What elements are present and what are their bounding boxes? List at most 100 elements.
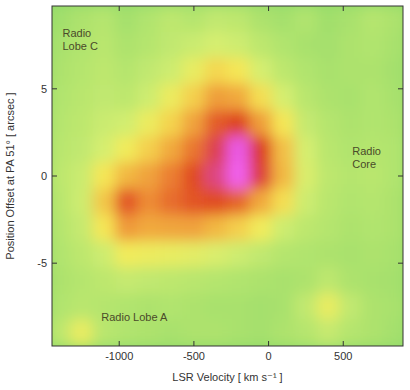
heat-cell [317,32,340,59]
heat-cell [205,84,228,111]
heat-cell [70,136,93,163]
heat-cell [272,84,295,111]
heat-cell [115,189,138,216]
x-tick [268,341,269,346]
heat-cell [294,84,317,111]
annotation-line: Radio [352,145,381,157]
heat-cell [227,136,250,163]
heat-cell [361,215,384,242]
heat-cell [70,189,93,216]
y-tick [398,263,403,264]
heat-cell [205,136,228,163]
y-tick [52,88,57,89]
x-tick [193,341,194,346]
x-tick-label: -500 [183,350,205,362]
heat-cell [294,319,317,346]
heat-cell [160,162,183,189]
heat-cell [52,319,71,346]
heat-cell [160,267,183,294]
heat-cell [249,293,272,320]
heat-cell [384,110,403,137]
heat-cell [160,6,183,33]
heat-cell [137,319,160,346]
heat-cell [52,267,71,294]
heat-cell [160,319,183,346]
heat-cell [70,84,93,111]
heat-cell [249,110,272,137]
heat-cell [115,6,138,33]
x-tick [343,341,344,346]
heat-cell [182,162,205,189]
y-tick [52,263,57,264]
heat-cell [70,267,93,294]
heat-cell [317,319,340,346]
heat-cell [115,110,138,137]
heat-cell [317,6,340,33]
heat-cell [93,84,116,111]
heat-cell [137,162,160,189]
heat-cell [93,215,116,242]
heat-cell [137,32,160,59]
heat-cell [160,110,183,137]
heat-cell [182,6,205,33]
heat-cell [339,32,362,59]
heat-cell [52,110,71,137]
heat-cell [249,136,272,163]
heat-cell [182,241,205,268]
heat-cell [384,136,403,163]
heat-cell [115,84,138,111]
heat-cell [294,162,317,189]
heat-cell [361,6,384,33]
heat-cell [339,58,362,85]
heat-cell [249,189,272,216]
heat-cell [115,162,138,189]
heat-cell [384,6,403,33]
annotation: RadioLobe C [62,27,98,52]
heat-cell [205,58,228,85]
x-tick-label: 0 [266,350,272,362]
heat-cell [182,319,205,346]
heat-cell [272,58,295,85]
heat-cell [339,267,362,294]
x-tick [193,6,194,11]
heat-cell [339,84,362,111]
heat-cell [227,241,250,268]
y-tick [398,176,403,177]
y-tick-label: -5 [37,257,47,269]
heat-cell [93,241,116,268]
heat-cell [384,58,403,85]
heat-cell [182,136,205,163]
x-tick [119,341,120,346]
heat-cell [272,162,295,189]
heat-cell [317,136,340,163]
heat-cell [205,319,228,346]
heat-cell [317,189,340,216]
heat-cell [227,32,250,59]
heat-cell [93,162,116,189]
heat-cell [272,136,295,163]
y-tick-label: 0 [41,170,47,182]
heat-cell [227,110,250,137]
y-tick [398,88,403,89]
heat-cell [272,189,295,216]
heat-cell [227,58,250,85]
heat-cell [93,6,116,33]
plot-background [52,6,403,346]
heat-cell [182,293,205,320]
heat-cell [115,241,138,268]
heat-cell [361,267,384,294]
x-tick-label: -1000 [105,350,133,362]
heat-cell [182,267,205,294]
heat-cell [317,215,340,242]
plot-area [52,6,403,346]
heat-cell [182,58,205,85]
heat-cell [227,215,250,242]
plot-frame [52,6,403,346]
heat-cell [339,189,362,216]
heat-cell [384,293,403,320]
heat-cell [339,215,362,242]
heat-cell [137,58,160,85]
heat-cell [52,241,71,268]
heat-cell [182,189,205,216]
heat-cell [93,110,116,137]
